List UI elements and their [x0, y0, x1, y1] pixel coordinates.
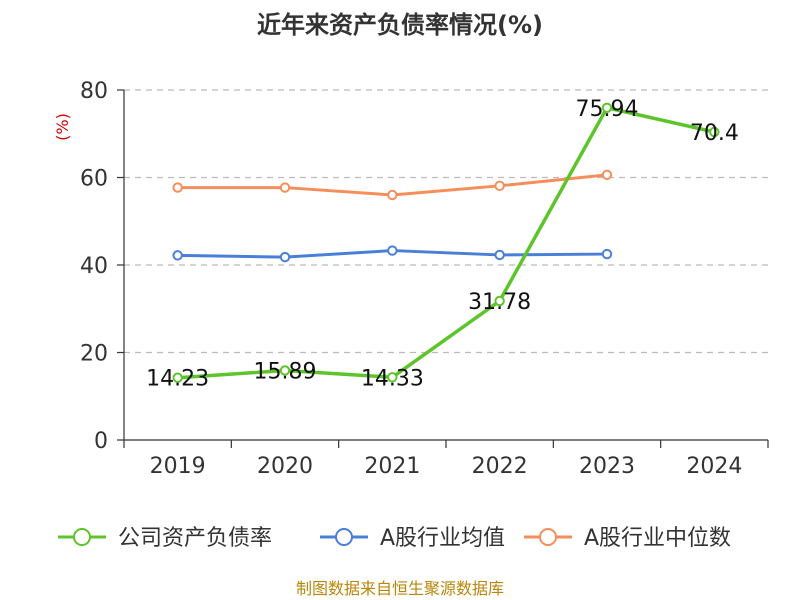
- data-point: [172, 372, 183, 383]
- data-label: 70.4: [690, 121, 739, 146]
- data-point: [172, 250, 183, 261]
- data-point: [387, 245, 398, 256]
- data-point: [494, 180, 505, 192]
- data-label: 15.89: [254, 359, 317, 384]
- y-axis-unit: (%): [53, 113, 72, 141]
- legend: 公司资产负债率 A股行业均值 A股行业中位数: [58, 526, 731, 551]
- legend-marker: [335, 528, 353, 546]
- data-point: [709, 126, 720, 138]
- data-point: [494, 295, 505, 307]
- series-group: [172, 102, 720, 383]
- data-labels: 14.23 15.89 14.33 31.78 75.94 70.4: [146, 97, 739, 392]
- x-tick-label: 2022: [472, 454, 528, 479]
- data-point: [279, 365, 291, 376]
- data-point: [279, 182, 291, 193]
- data-point: [601, 169, 613, 181]
- data-point: [279, 251, 291, 263]
- y-tick-label: 80: [80, 79, 108, 104]
- x-tick-label: 2024: [686, 454, 742, 479]
- data-point: [387, 189, 398, 201]
- source-note: 制图数据来自恒生聚源数据库: [296, 579, 504, 598]
- legend-label: A股行业中位数: [584, 526, 731, 551]
- legend-marker: [539, 528, 557, 546]
- data-point: [601, 102, 613, 113]
- chart-title: 近年来资产负债率情况(%): [257, 11, 543, 39]
- data-label: 31.78: [468, 290, 531, 315]
- data-point: [601, 248, 613, 260]
- series-line: [177, 106, 715, 380]
- data-label: 14.23: [146, 367, 209, 392]
- data-label: 14.33: [361, 366, 424, 391]
- gridlines: [124, 89, 768, 354]
- data-point: [172, 182, 183, 193]
- legend-label: 公司资产负债率: [118, 526, 272, 551]
- axes: 0 20 40 60 80 2019 2020 2021 2022 2023 2024: [80, 79, 769, 479]
- y-tick-label: 20: [80, 342, 108, 367]
- x-tick-label: 2019: [150, 454, 206, 479]
- legend-marker: [73, 528, 91, 546]
- data-label: 75.94: [576, 97, 639, 122]
- y-tick-label: 40: [80, 254, 108, 279]
- y-tick-label: 0: [94, 429, 108, 454]
- x-tick-label: 2021: [364, 454, 420, 479]
- legend-label: A股行业均值: [380, 526, 505, 551]
- x-tick-label: 2020: [257, 454, 313, 479]
- data-point: [494, 249, 505, 261]
- data-point: [387, 372, 398, 383]
- x-tick-label: 2023: [579, 454, 635, 479]
- y-tick-label: 60: [80, 167, 108, 192]
